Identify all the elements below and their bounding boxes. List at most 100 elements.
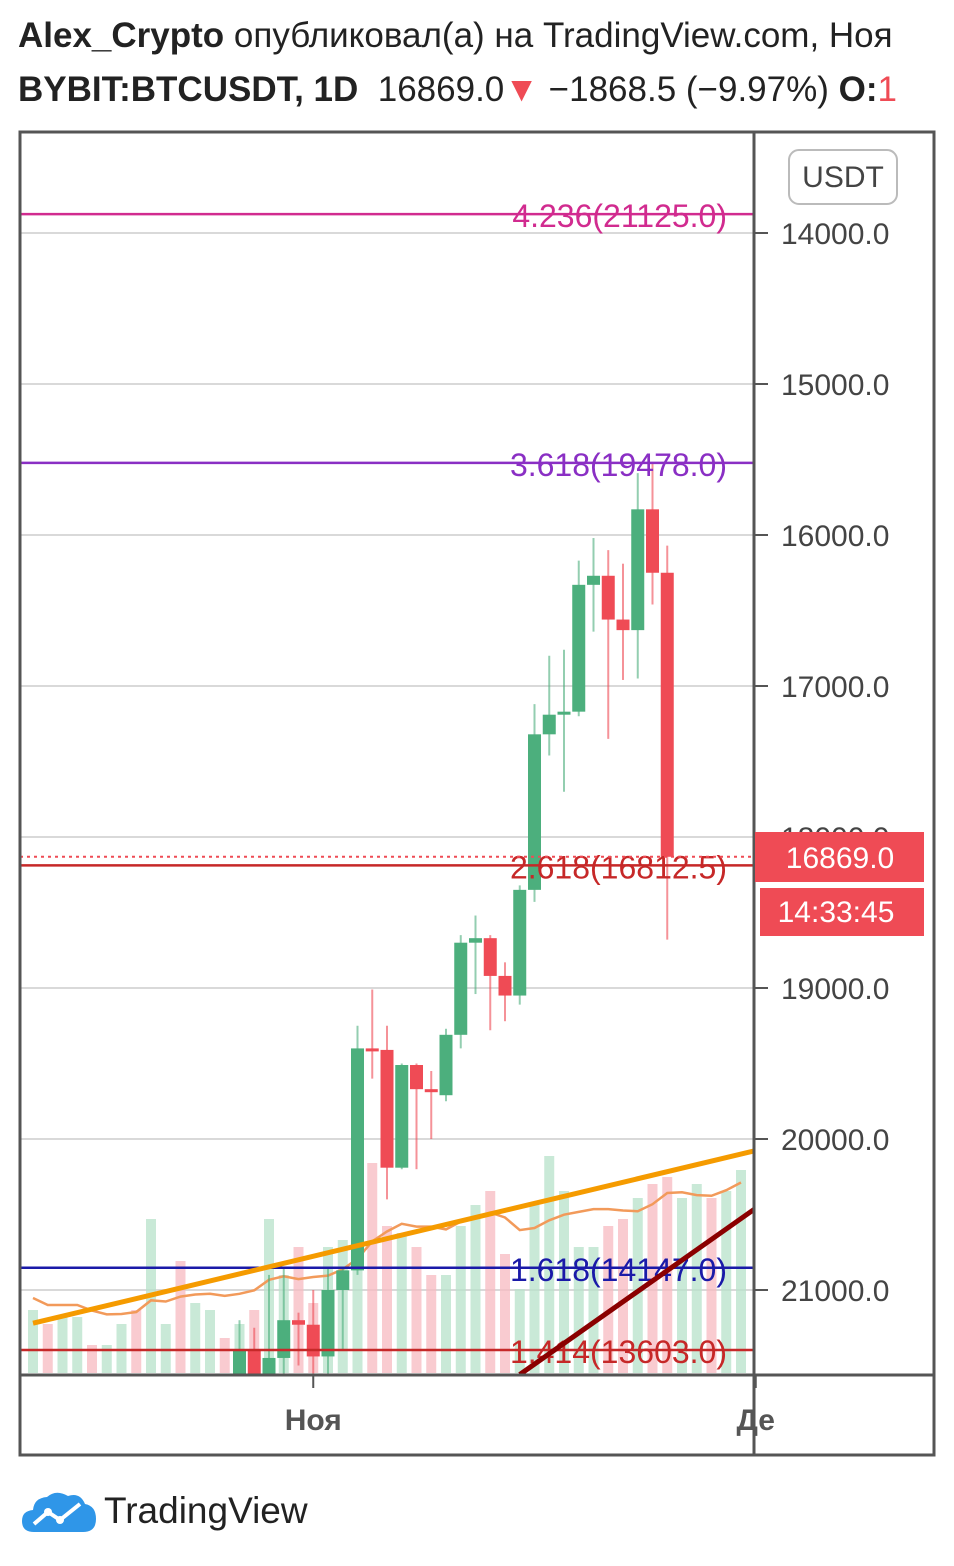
fib-level-label: 1.618(14147.0) [510, 1252, 727, 1288]
volume-bar [632, 1198, 643, 1373]
volume-bar [42, 1324, 53, 1373]
volume-bar [72, 1317, 83, 1373]
volume-bar [131, 1310, 142, 1373]
volume-bar [455, 1226, 466, 1373]
fib-level-label: 2.618(16812.5) [510, 849, 727, 885]
fibonacci-levels[interactable]: 4.236(21125.0) 3.618(19478.0) 2.618(16812.… [20, 198, 753, 1370]
volume-bar [426, 1275, 437, 1373]
tradingview-cloud-icon [22, 1492, 96, 1532]
volume-bar [175, 1261, 186, 1373]
brand-footer[interactable]: TradingView [20, 1486, 308, 1536]
unit-badge[interactable]: USDT [788, 149, 898, 205]
volume-bar [411, 1247, 422, 1373]
price-tick-label: 21000.0 [781, 1275, 889, 1308]
time-tick-label: Де [737, 1404, 775, 1437]
price-tick-label: 16000.0 [781, 520, 889, 553]
volume-bar [205, 1310, 215, 1373]
volume-bar [721, 1191, 732, 1373]
volume-bar [352, 1205, 363, 1373]
chart-frame [18, 130, 936, 1457]
unit-badge-label: USDT [802, 161, 884, 194]
volume-bar [28, 1310, 38, 1373]
candle-body [528, 734, 541, 890]
candle-body [646, 509, 659, 573]
volume-bar [500, 1254, 510, 1373]
candle-body [587, 575, 600, 585]
candle-body [469, 938, 482, 943]
price-tick-label: 17000.0 [781, 671, 889, 704]
candle-body [395, 1065, 409, 1168]
candle-body [262, 1357, 276, 1374]
candle-body [321, 1290, 335, 1357]
candle-body [631, 509, 645, 631]
open-value: 1 [877, 70, 897, 109]
candles [233, 462, 674, 1374]
volume-bar [559, 1191, 569, 1373]
candle-body [233, 1350, 246, 1374]
volume-bar [57, 1317, 68, 1373]
time-axis[interactable]: Ноя Де [285, 1375, 775, 1437]
chart-header-symbol: BYBIT:BTCUSDT, 1D 16869.0▼ −1868.5 (−9.9… [18, 70, 897, 110]
candle-body [247, 1350, 261, 1374]
volume-bar [662, 1177, 673, 1373]
candle-body [572, 584, 586, 712]
volume-bar [293, 1247, 304, 1373]
candle-body [616, 619, 630, 631]
last-price-label: 16869.0 [786, 842, 894, 875]
open-label: O: [838, 70, 878, 109]
candle-body [336, 1270, 350, 1290]
candle-body [542, 714, 556, 735]
candle-body [513, 889, 527, 996]
chart-header-author: Alex_Crypto опубликовал(а) на TradingVie… [18, 16, 893, 56]
price-axis[interactable]: 21000.020000.019000.018000.017000.016000… [755, 218, 889, 1308]
volume-bar [677, 1198, 687, 1373]
fib-level-label: 4.236(21125.0) [512, 198, 727, 234]
volume-bar [470, 1205, 481, 1373]
volume-ma-line [32, 1181, 742, 1316]
price-tick-label: 20000.0 [781, 1124, 889, 1157]
symbol-label: BYBIT:BTCUSDT, 1D [18, 70, 359, 109]
published-text: опубликовал(а) на TradingView.com, Ноя [233, 16, 893, 55]
volume-bar [396, 1233, 407, 1373]
volume-bar [190, 1303, 201, 1373]
price-tick-label: 14000.0 [781, 218, 889, 251]
last-price-tag: 16869.0 [755, 832, 924, 882]
volume-bar [691, 1184, 702, 1373]
candle-body [351, 1048, 364, 1271]
candle-body [498, 975, 512, 996]
candle-body [660, 572, 674, 857]
price-tick-label: 19000.0 [781, 973, 889, 1006]
down-arrow-icon: ▼ [504, 70, 539, 109]
volume-bar [485, 1191, 496, 1373]
volume-bar [529, 1205, 540, 1373]
fib-level-label: 3.618(19478.0) [510, 447, 727, 483]
volume-bar [706, 1198, 717, 1373]
countdown-label: 14:33:45 [778, 896, 895, 929]
fib-level-label: 1.414(13603.0) [510, 1334, 727, 1370]
volume-bar [573, 1247, 584, 1373]
volume-bar [87, 1345, 97, 1373]
candle-body [483, 938, 497, 976]
candle-body [601, 575, 615, 620]
candle-body [410, 1065, 423, 1090]
candle-body [424, 1089, 438, 1093]
plot-area[interactable]: 4.236(21125.0) 3.618(19478.0) 2.618(16812.… [20, 198, 766, 1396]
price-change: −1868.5 (−9.97%) [548, 70, 829, 109]
candle-body [439, 1034, 453, 1096]
candle-body [292, 1320, 305, 1325]
volume-bar [101, 1345, 112, 1373]
candle-body [557, 711, 571, 715]
price-tick-label: 15000.0 [781, 369, 889, 402]
author-name[interactable]: Alex_Crypto [18, 16, 225, 55]
volume-bar [544, 1156, 555, 1373]
countdown-tag: 14:33:45 [760, 888, 924, 936]
volume-bar [603, 1226, 614, 1373]
time-tick-label: Ноя [285, 1404, 342, 1437]
volume-bar [588, 1247, 599, 1373]
volume-bar [160, 1324, 171, 1373]
trend-line [518, 1207, 753, 1374]
brand-name: TradingView [104, 1490, 308, 1531]
trend-lines[interactable] [32, 1148, 766, 1375]
volume-bar [116, 1324, 127, 1373]
